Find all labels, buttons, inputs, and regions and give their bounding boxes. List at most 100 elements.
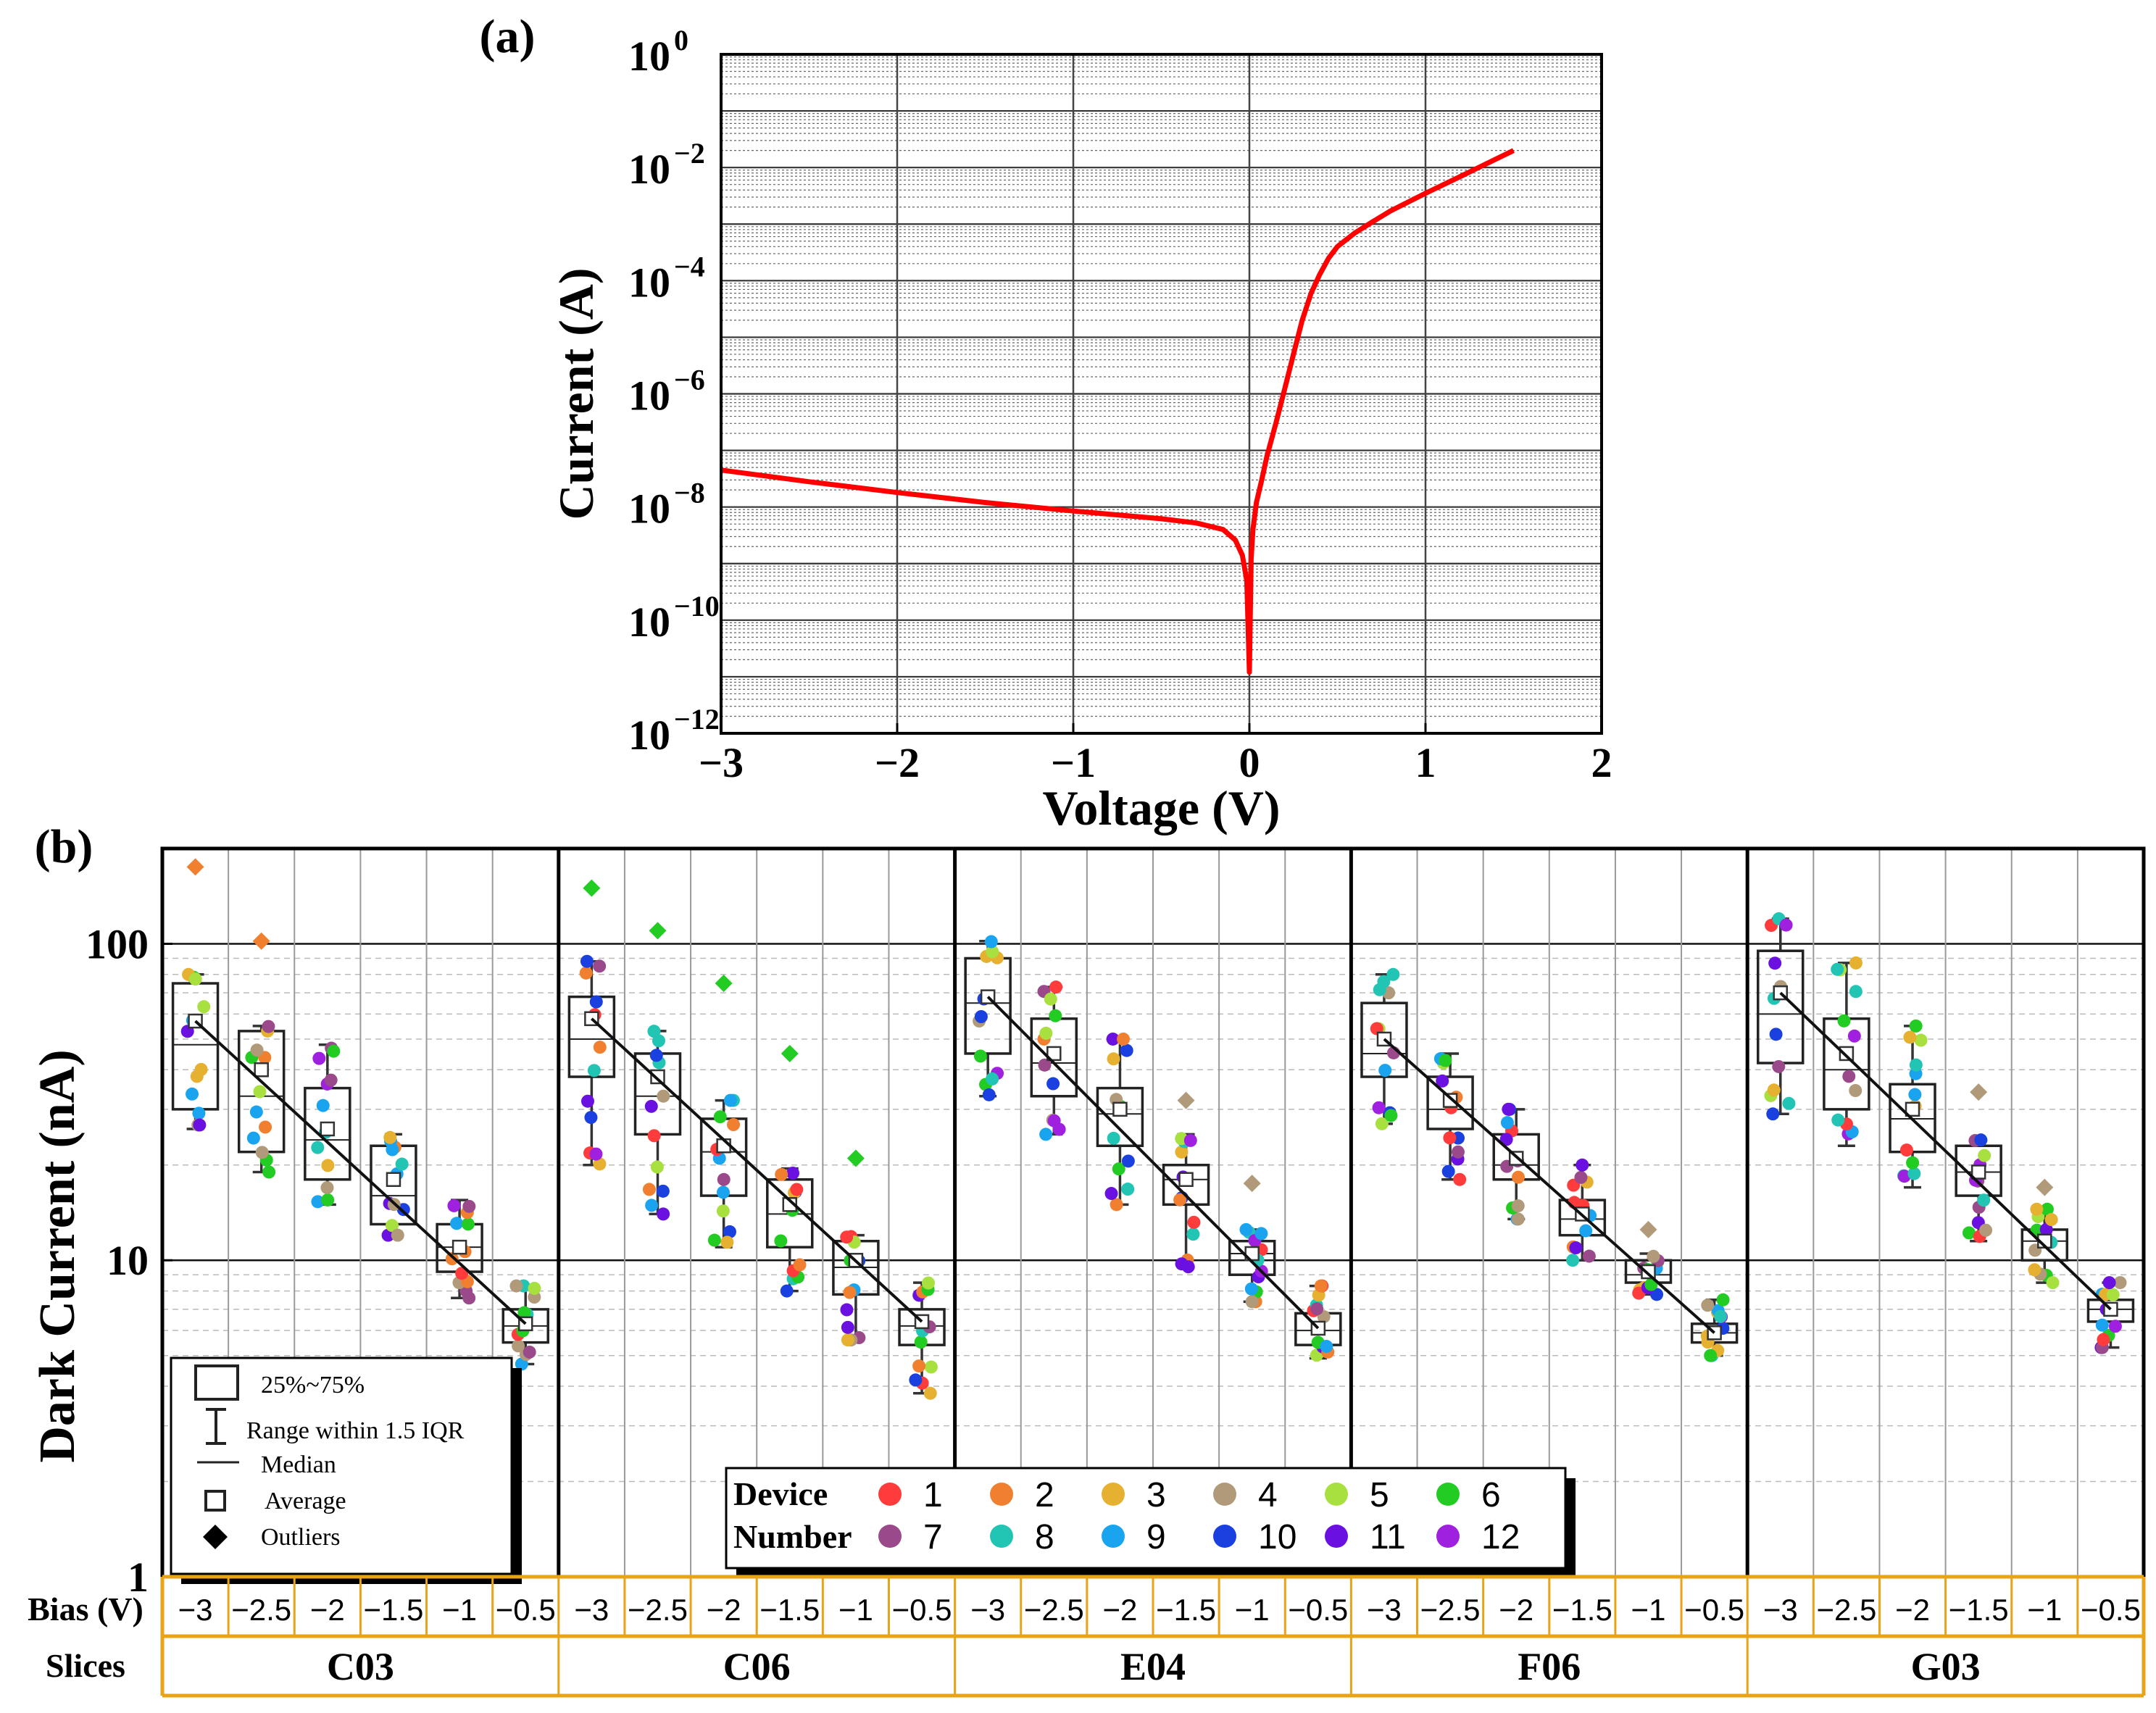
device-legend-title-1: Device: [733, 1475, 828, 1512]
y-tick-exponent: −12: [674, 703, 720, 735]
device-point: [1038, 1058, 1052, 1072]
device-point: [584, 1111, 598, 1125]
device-point: [1701, 1299, 1715, 1312]
device-point: [1566, 1254, 1580, 1267]
device-legend-dot: [990, 1525, 1013, 1548]
device-point: [2095, 1318, 2109, 1332]
device-point: [656, 1184, 670, 1198]
outlier-point: [2036, 1178, 2054, 1196]
device-point: [1044, 992, 1057, 1006]
device-point: [253, 1085, 267, 1099]
device-point: [517, 1306, 531, 1320]
device-point: [774, 1234, 788, 1248]
bias-value: −3: [970, 1593, 1005, 1627]
legend-average-symbol: [204, 1490, 226, 1512]
device-point: [523, 1345, 536, 1359]
device-point: [716, 1204, 730, 1218]
device-point: [984, 935, 998, 949]
device-point: [1386, 967, 1400, 981]
device-point: [1121, 1183, 1135, 1196]
device-point: [2040, 1202, 2054, 1216]
y-tick-label: 10: [628, 259, 670, 306]
device-point: [255, 1146, 269, 1159]
legend-box-text: 25%~75%: [261, 1372, 365, 1399]
device-point: [1897, 1170, 1911, 1183]
average-marker: [1970, 1164, 1986, 1180]
device-legend-number: 9: [1146, 1518, 1166, 1556]
device-point: [1716, 1293, 1730, 1306]
device-point: [447, 1199, 461, 1212]
y-tick-label: 1: [128, 1554, 149, 1601]
device-point: [1039, 1026, 1053, 1040]
y-tick-label: 100: [86, 920, 149, 967]
slice-name: E04: [1120, 1645, 1186, 1688]
y-tick-label: 10: [628, 372, 670, 420]
device-point: [1372, 1101, 1386, 1114]
device-point: [1110, 1198, 1123, 1212]
outlier-point: [1243, 1175, 1261, 1193]
device-point: [1245, 1295, 1259, 1309]
device-point: [321, 1193, 335, 1206]
device-point: [1500, 1116, 1514, 1130]
outlier-point: [583, 879, 601, 897]
device-point: [461, 1217, 475, 1231]
device-point: [1107, 1052, 1120, 1066]
device-legend-dot: [1325, 1525, 1348, 1548]
device-point: [1977, 1193, 1991, 1207]
device-point: [1046, 1077, 1060, 1091]
outlier-point: [186, 858, 204, 876]
device-point: [727, 1118, 741, 1132]
average-marker: [1839, 1046, 1855, 1062]
panel-a-x-axis-label: Voltage (V): [1043, 780, 1281, 835]
y-tick-exponent: −10: [674, 590, 720, 622]
device-point: [2108, 1320, 2122, 1333]
device-legend-dot: [1213, 1525, 1236, 1548]
y-tick-exponent: −4: [674, 250, 705, 283]
average-marker: [1641, 1264, 1656, 1280]
device-point: [259, 1120, 272, 1134]
device-point: [1106, 1032, 1120, 1046]
device-point: [589, 1147, 603, 1161]
device-point: [593, 1157, 607, 1171]
y-tick-label: 10: [628, 712, 670, 759]
outlier-point: [715, 975, 733, 993]
outlier-point: [252, 932, 270, 950]
bias-value: −0.5: [1684, 1593, 1744, 1627]
average-marker: [1046, 1046, 1062, 1062]
legend-outlier-symbol: [203, 1525, 228, 1549]
device-point: [1714, 1309, 1728, 1323]
panel-a-gridlines: [720, 54, 1603, 735]
device-point: [723, 1225, 736, 1238]
panel-b-gridlines: [162, 848, 2144, 1577]
device-point: [786, 1166, 799, 1180]
device-point: [973, 1049, 987, 1063]
device-point: [1569, 1241, 1583, 1255]
device-legend-number: 8: [1035, 1518, 1054, 1556]
device-point: [657, 1089, 670, 1103]
bias-slices-table: Bias (V) Slices −3 −2.5 −2 −1.5 −1 −0.5C03−3−…: [28, 1575, 2146, 1698]
device-point: [2030, 1202, 2044, 1216]
device-point: [192, 1106, 206, 1120]
device-point: [644, 1099, 658, 1113]
device-point: [1907, 1167, 1921, 1180]
device-point: [311, 1195, 325, 1209]
legend-range-text: Range within 1.5 IQR: [246, 1417, 465, 1444]
outlier-point: [1177, 1091, 1195, 1109]
bias-value: −3: [178, 1593, 213, 1627]
slice-name: F06: [1518, 1645, 1581, 1688]
device-point: [647, 1129, 661, 1143]
device-point: [780, 1284, 794, 1298]
legend-average-text: Average: [265, 1488, 346, 1514]
device-point: [1579, 1224, 1593, 1238]
device-point: [324, 1073, 338, 1087]
device-point: [645, 1199, 659, 1212]
device-point: [720, 1235, 734, 1249]
device-legend-dot: [878, 1483, 902, 1506]
bias-value: −2: [310, 1593, 345, 1627]
device-point: [1974, 1133, 1988, 1147]
device-point: [386, 1219, 399, 1233]
device-legend-number: 7: [923, 1518, 943, 1556]
device-point: [986, 945, 999, 959]
device-point: [775, 1167, 788, 1181]
